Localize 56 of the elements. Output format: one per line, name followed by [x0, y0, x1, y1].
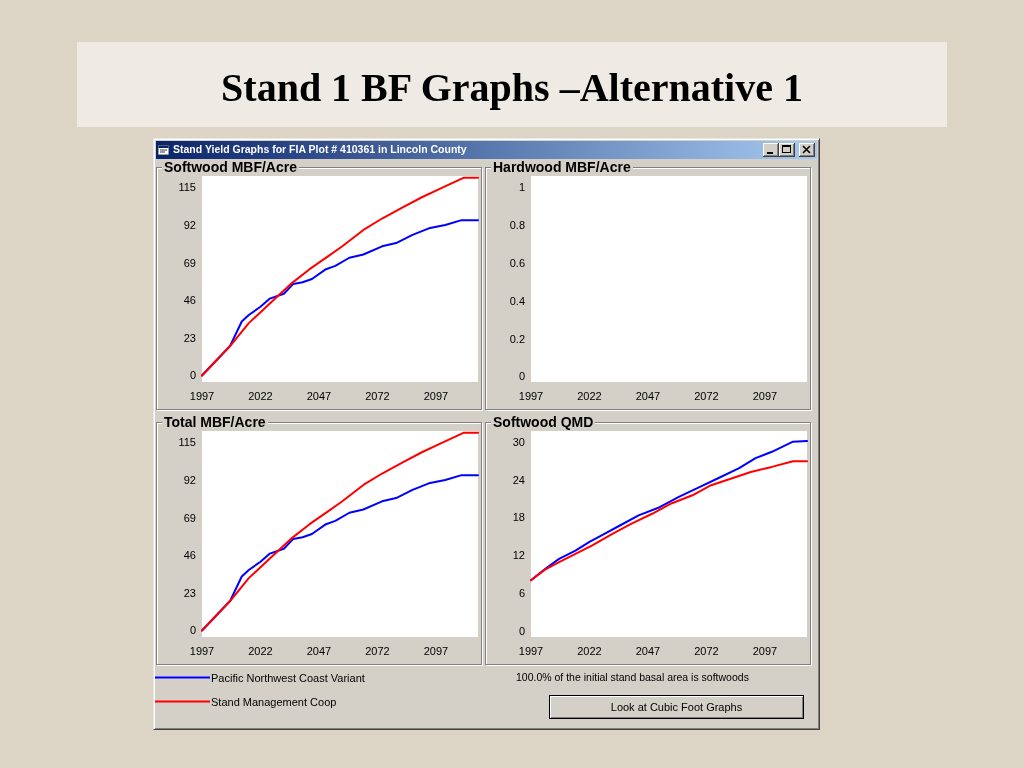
legend-label: Pacific Northwest Coast Variant — [211, 671, 365, 684]
x-tick-label: 2097 — [423, 644, 449, 657]
x-tick-label: 2072 — [694, 389, 719, 402]
chart-title: Softwood QMD — [491, 414, 596, 430]
text: 100.0% of the initial stand basal area is softwoods — [516, 670, 749, 684]
x-tick-label: 2047 — [306, 644, 332, 657]
y-tick-label: 115 — [178, 181, 196, 194]
x-tick-label: 2022 — [248, 389, 273, 402]
y-tick-label: 46 — [183, 549, 196, 562]
x-tick-label: 2022 — [248, 644, 273, 657]
x-tick-label: 1997 — [189, 644, 215, 657]
y-tick-label: 1 — [518, 181, 525, 194]
chart-title: Hardwood MBF/Acre — [491, 159, 633, 175]
text: Stand 1 BF Graphs –Alternative 1 — [221, 64, 803, 111]
y-tick-label: 18 — [512, 511, 525, 524]
y-tick-label: 0.8 — [509, 219, 525, 232]
y-tick-label: 92 — [183, 219, 196, 232]
y-tick-label: 0 — [518, 370, 525, 383]
x-tick-label: 1997 — [189, 389, 215, 402]
y-tick-label: 0.6 — [509, 256, 525, 269]
line-series — [201, 431, 479, 632]
x-tick-label: 2072 — [365, 644, 390, 657]
x-tick-label: 2097 — [423, 389, 449, 402]
x-tick-label: 1997 — [518, 389, 544, 402]
x-tick-label: 2022 — [577, 644, 602, 657]
x-tick-label: 2072 — [365, 389, 390, 402]
x-tick-label: 2097 — [752, 389, 778, 402]
y-tick-label: 115 — [178, 436, 196, 449]
y-tick-label: 23 — [183, 586, 196, 599]
y-tick-label: 0.4 — [509, 294, 525, 307]
y-tick-label: 69 — [183, 256, 196, 269]
y-tick-label: 46 — [183, 294, 196, 307]
y-tick-label: 69 — [183, 511, 196, 524]
y-tick-label: 0 — [189, 369, 196, 382]
x-tick-label: 1997 — [518, 644, 544, 657]
y-tick-label: 12 — [512, 549, 525, 562]
y-tick-label: 30 — [512, 435, 525, 448]
x-tick-label: 2047 — [635, 644, 661, 657]
x-tick-label: 2097 — [752, 644, 778, 657]
y-tick-label: 23 — [183, 331, 196, 344]
y-tick-label: 24 — [512, 473, 525, 486]
y-tick-label: 0.2 — [509, 332, 525, 345]
y-tick-label: 0 — [518, 624, 525, 637]
y-tick-label: 92 — [183, 474, 196, 487]
x-tick-label: 2047 — [306, 389, 332, 402]
y-tick-label: 6 — [518, 586, 525, 599]
line-series — [201, 176, 479, 377]
legend-label: Stand Management Coop — [211, 695, 337, 708]
x-tick-label: 2047 — [635, 389, 661, 402]
chart-title: Softwood MBF/Acre — [162, 159, 299, 175]
chart-title: Total MBF/Acre — [162, 414, 268, 430]
x-tick-label: 2072 — [694, 644, 719, 657]
x-tick-label: 2022 — [577, 389, 602, 402]
text: Stand Yield Graphs for FIA Plot # 410361 in Lincoln County — [173, 142, 467, 157]
y-tick-label: 0 — [189, 624, 196, 637]
button: Look at Cubic Foot Graphs — [549, 695, 804, 719]
